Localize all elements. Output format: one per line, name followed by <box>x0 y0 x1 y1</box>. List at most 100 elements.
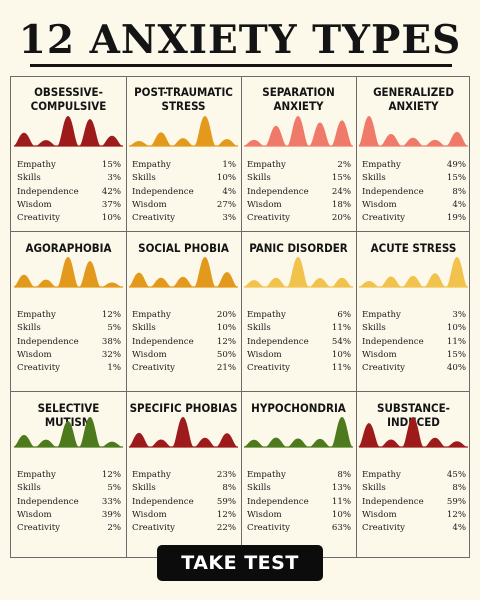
profile-wave <box>128 116 238 147</box>
stat-row: Skills 10% <box>132 322 236 335</box>
grid-divider <box>11 391 469 392</box>
stat-label: Skills <box>132 323 156 334</box>
stat-row: Creativity 21% <box>132 362 236 375</box>
stat-row: Independence 59% <box>362 496 466 509</box>
stat-row: Wisdom 50% <box>132 349 236 362</box>
anxiety-type-name: GENERALIZED ANXIETY <box>373 85 454 113</box>
stat-row: Independence 4% <box>132 186 236 199</box>
stats-list: Empathy 8% Skills 13% Independence 11% Wisdom 1… <box>247 469 351 535</box>
stat-value: 10% <box>331 509 351 520</box>
stat-value: 8% <box>222 483 236 494</box>
stat-value: 39% <box>101 509 121 520</box>
stat-value: 1% <box>107 363 121 374</box>
stat-value: 15% <box>331 173 351 184</box>
stat-row: Creativity 20% <box>247 212 351 225</box>
stat-label: Creativity <box>247 523 291 534</box>
stats-list: Empathy 12% Skills 5% Independence 33% Wisdom 3… <box>17 469 121 535</box>
stat-value: 63% <box>331 523 351 534</box>
stat-row: Creativity 11% <box>247 362 351 375</box>
stat-value: 33% <box>101 496 121 507</box>
profile-wave-shape <box>13 116 123 146</box>
stat-row: Independence 59% <box>132 496 236 509</box>
stat-row: Independence 33% <box>17 496 121 509</box>
stat-row: Wisdom 15% <box>362 349 466 362</box>
stat-label: Independence <box>362 336 424 347</box>
stat-label: Wisdom <box>247 199 282 210</box>
stat-value: 10% <box>331 349 351 360</box>
stat-value: 50% <box>216 349 236 360</box>
stat-row: Empathy 49% <box>362 159 466 172</box>
anxiety-type-card: SPECIFIC PHOBIAS Empathy 23% Skills 8% Indepe… <box>126 391 241 557</box>
profile-wave <box>13 257 123 288</box>
stat-label: Wisdom <box>132 509 167 520</box>
stat-value: 11% <box>331 496 351 507</box>
stat-row: Wisdom 27% <box>132 199 236 212</box>
stat-row: Empathy 8% <box>247 469 351 482</box>
stat-value: 8% <box>452 483 466 494</box>
stats-list: Empathy 49% Skills 15% Independence 8% Wisdom 4… <box>362 159 466 225</box>
anxiety-type-card: SOCIAL PHOBIA Empathy 20% Skills 10% Independ… <box>126 231 241 391</box>
anxiety-type-name: ACUTE STRESS <box>370 241 457 255</box>
stat-value: 20% <box>216 310 236 320</box>
profile-wave-shape <box>13 257 123 287</box>
stat-value: 12% <box>446 509 466 520</box>
stat-row: Creativity 3% <box>132 212 236 225</box>
stat-value: 6% <box>337 310 351 320</box>
anxiety-type-card: GENERALIZED ANXIETY Empathy 49% Skills 15% In… <box>356 77 471 231</box>
profile-wave-shape <box>358 417 468 447</box>
stat-row: Wisdom 37% <box>17 199 121 212</box>
stat-label: Creativity <box>132 523 176 534</box>
stat-value: 11% <box>331 323 351 334</box>
stats-list: Empathy 6% Skills 11% Independence 54% Wisdom 1… <box>247 309 351 375</box>
stat-label: Wisdom <box>17 349 52 360</box>
anxiety-type-name: SOCIAL PHOBIA <box>138 241 229 255</box>
stat-label: Empathy <box>247 160 286 170</box>
anxiety-type-name: SEPARATION ANXIETY <box>262 85 335 113</box>
stat-label: Wisdom <box>132 349 167 360</box>
anxiety-type-card: OBSESSIVE-COMPULSIVE Empathy 15% Skills 3% In… <box>11 77 126 231</box>
profile-wave-shape <box>358 257 468 287</box>
stat-label: Independence <box>132 186 194 197</box>
stat-label: Skills <box>17 323 41 334</box>
profile-wave <box>243 257 353 288</box>
stat-value: 59% <box>216 496 236 507</box>
grid-divider <box>11 231 469 232</box>
stat-row: Empathy 45% <box>362 469 466 482</box>
stat-label: Creativity <box>132 213 176 224</box>
stat-value: 32% <box>101 349 121 360</box>
stat-value: 21% <box>216 363 236 374</box>
stat-label: Skills <box>362 173 386 184</box>
profile-wave <box>13 417 123 448</box>
stat-row: Creativity 10% <box>17 212 121 225</box>
stat-row: Creativity 4% <box>362 522 466 535</box>
take-test-button[interactable]: TAKE TEST <box>157 545 323 581</box>
stat-label: Wisdom <box>362 349 397 360</box>
stat-label: Independence <box>247 186 309 197</box>
stats-list: Empathy 1% Skills 10% Independence 4% Wisdom 27… <box>132 159 236 225</box>
stat-row: Independence 11% <box>247 496 351 509</box>
stat-value: 11% <box>331 363 351 374</box>
stat-label: Wisdom <box>247 349 282 360</box>
stat-value: 8% <box>452 186 466 197</box>
stats-list: Empathy 3% Skills 10% Independence 11% Wisdom 1… <box>362 309 466 375</box>
stat-row: Wisdom 10% <box>247 349 351 362</box>
profile-wave-shape <box>128 417 238 447</box>
stat-value: 3% <box>222 213 236 224</box>
stat-row: Creativity 19% <box>362 212 466 225</box>
stat-row: Wisdom 39% <box>17 509 121 522</box>
profile-wave-shape <box>243 116 353 146</box>
stat-label: Skills <box>17 483 41 494</box>
stat-value: 5% <box>107 323 121 334</box>
stat-row: Skills 15% <box>247 172 351 185</box>
stats-list: Empathy 20% Skills 10% Independence 12% Wisdom… <box>132 309 236 375</box>
stats-list: Empathy 12% Skills 5% Independence 38% Wisdom 3… <box>17 309 121 375</box>
stat-value: 27% <box>216 199 236 210</box>
stat-label: Independence <box>247 496 309 507</box>
stat-label: Skills <box>17 173 41 184</box>
anxiety-type-name: POST-TRAUMATIC STRESS <box>134 85 233 113</box>
stat-value: 24% <box>331 186 351 197</box>
anxiety-type-card: ACUTE STRESS Empathy 3% Skills 10% Independen… <box>356 231 471 391</box>
stat-row: Wisdom 18% <box>247 199 351 212</box>
stat-row: Empathy 12% <box>17 309 121 322</box>
stat-value: 19% <box>446 213 466 224</box>
